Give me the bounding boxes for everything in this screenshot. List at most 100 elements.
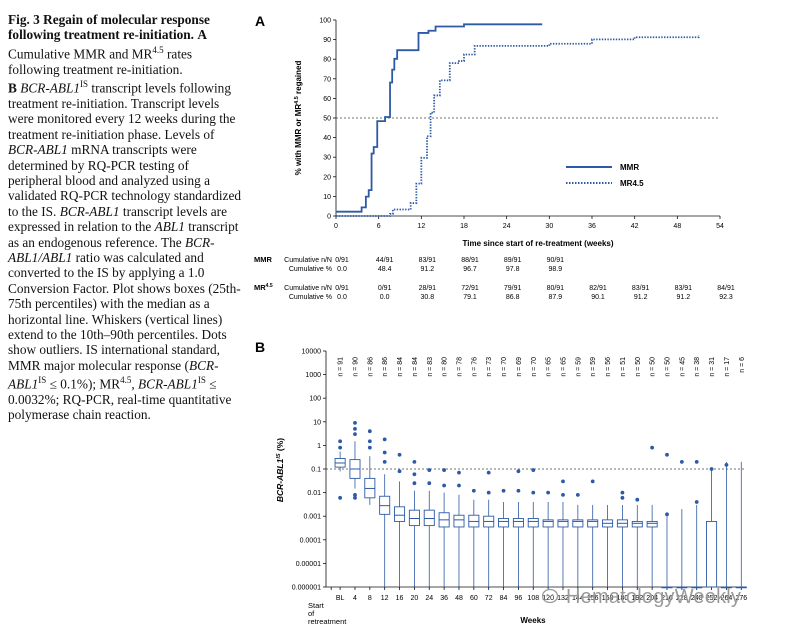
- caption-fig-number: Fig. 3: [8, 12, 40, 27]
- panel-b-y-tick-label: 100: [309, 396, 321, 403]
- box-outlier: [457, 483, 461, 488]
- table-cell: 80/91: [547, 285, 565, 292]
- table-cell: 0/91: [378, 285, 392, 292]
- caption-a-text-2: rates following treatment re-initiation.: [8, 46, 193, 77]
- panel-b-y-tick-label: 0.0001: [300, 537, 322, 544]
- panel-b-n-label: n = 76: [471, 357, 478, 377]
- box-outlier: [665, 512, 669, 517]
- panel-b-n-label: n = 69: [516, 357, 523, 377]
- panel-a-y-tick-label: 50: [323, 116, 331, 123]
- panel-b-x-tick-label: 36: [440, 595, 448, 602]
- panel-b-x-tick-label: 156: [587, 595, 599, 602]
- caption-b-gene: BCR-ABL1: [20, 80, 81, 96]
- figure-caption: Fig. 3 Regain of molecular response foll…: [8, 12, 243, 423]
- panel-a-y-tick-label: 100: [319, 18, 331, 25]
- box-outlier: [427, 468, 432, 472]
- panel-a-x-tick-label: 12: [417, 223, 425, 230]
- caption-title: Regain of molecular response following t…: [8, 12, 210, 43]
- mr45-curve: [336, 35, 700, 217]
- caption-b-gene-4: ABL1: [154, 219, 185, 235]
- box-outlier: [338, 445, 343, 450]
- box-outlier: [442, 483, 447, 488]
- box-iqr: [572, 519, 584, 528]
- box-outlier: [397, 452, 402, 457]
- table-cell: 48.4: [378, 266, 392, 273]
- box-outlier: [531, 490, 536, 495]
- panel-a-x-tick-label: 6: [377, 223, 381, 230]
- box-outlier: [546, 490, 551, 495]
- box-outlier: [724, 462, 729, 467]
- caption-b-gene-7: BCR-ABL1: [138, 376, 198, 392]
- box-outlier: [367, 429, 372, 434]
- panel-a-y-tick-label: 20: [323, 174, 331, 181]
- table-cell: 0/91: [335, 257, 349, 264]
- panel-b-y-tick-label: 10000: [302, 349, 322, 356]
- box-iqr: [394, 506, 406, 522]
- box-outlier: [620, 495, 625, 500]
- box-outlier: [575, 492, 580, 497]
- panel-a-series: [336, 23, 700, 217]
- panel-b-n-label: n = 83: [427, 357, 434, 377]
- panel-a-y-tick-label: 0: [327, 214, 331, 221]
- panel-b-n-label: n = 91: [338, 357, 345, 377]
- caption-b-text-3: transcript levels are expressed in relat…: [8, 203, 227, 235]
- box-iqr: [423, 509, 435, 527]
- panel-b-n-label: n = 50: [635, 357, 642, 377]
- table-cell: 0.0: [337, 266, 347, 273]
- table-cell: 82/91: [589, 285, 607, 292]
- table-cell: 98.9: [549, 266, 563, 273]
- panel-b-n-label: n = 84: [397, 357, 404, 377]
- table-metric-label: Cumulative %: [289, 266, 332, 273]
- panel-b-x-tick-label: 264: [721, 595, 733, 602]
- table-cell: 97.8: [506, 266, 520, 273]
- panel-a-ylabel-main: % with MMR or MR: [294, 104, 303, 176]
- panel-b-n-label: n = 31: [709, 357, 716, 377]
- panel-b-x-tick-label: 60: [470, 595, 478, 602]
- panel-b-x-tick-label: 20: [411, 595, 419, 602]
- panel-b-n-label: n = 59: [590, 357, 597, 377]
- table-cell: 88/91: [461, 257, 479, 264]
- caption-a-text: Cumulative MMR and MR: [8, 46, 153, 62]
- box-outlier: [338, 495, 343, 500]
- table-cell: 86.8: [506, 294, 520, 301]
- box-iqr: [453, 514, 465, 528]
- panel-b-n-label: n = 70: [501, 357, 508, 377]
- panel-a-x-tick-label: 0: [334, 223, 338, 230]
- table-metric-label: Cumulative n/N: [284, 285, 332, 292]
- box-outlier: [501, 488, 506, 493]
- box-outlier: [397, 469, 402, 474]
- panel-a-axes: 0 10 20 30 40 50 60 70 80 90 100 0 6 12 18 24 30 36 42 48 54: [319, 18, 724, 231]
- panel-b-axes: 10000 1000 100 10 1 0.1 0.01 0.001 0.0001 0.00001…: [292, 349, 747, 603]
- panel-b-ylabel-sup: IS: [276, 453, 282, 459]
- box-outlier: [486, 490, 491, 495]
- panel-b-n-label: n = 80: [442, 357, 449, 377]
- caption-b-gene-3: BCR-ABL1: [59, 203, 120, 219]
- panel-b-x-tick-label: BL: [336, 595, 345, 602]
- box-outlier: [382, 437, 387, 442]
- caption-b-text-6: ≤ 0.1%); MR: [46, 376, 121, 392]
- panel-b-x-tick-label: 216: [661, 595, 673, 602]
- box-outlier: [694, 500, 699, 504]
- table-group-label: MMR: [254, 255, 272, 264]
- panel-b-x-tick-label: 144: [572, 595, 584, 602]
- table-cell: 91.2: [421, 266, 435, 273]
- panel-b-n-label: n = 51: [620, 357, 627, 377]
- panel-a-y-tick-label: 10: [323, 194, 331, 201]
- caption-b-label: B: [8, 80, 17, 96]
- box-outlier: [412, 459, 417, 464]
- box-outlier: [665, 452, 669, 457]
- box-outlier: [353, 432, 357, 437]
- panel-a-x-tick-label: 18: [460, 223, 468, 230]
- watermark-text: HematologyWeekly: [566, 586, 742, 608]
- panel-b-n-label: n = 86: [367, 357, 374, 377]
- caption-b-sup-2: IS: [38, 375, 47, 386]
- box-outlier: [709, 467, 714, 471]
- box-outlier: [457, 470, 461, 475]
- box-outlier: [620, 490, 625, 495]
- panel-b-n-label: n = 59: [575, 357, 582, 377]
- panel-b-x-tick-label: 204: [646, 595, 658, 602]
- box-iqr: [527, 518, 539, 528]
- box-outlier: [694, 459, 699, 464]
- panel-a-y-tick-label: 70: [323, 76, 331, 83]
